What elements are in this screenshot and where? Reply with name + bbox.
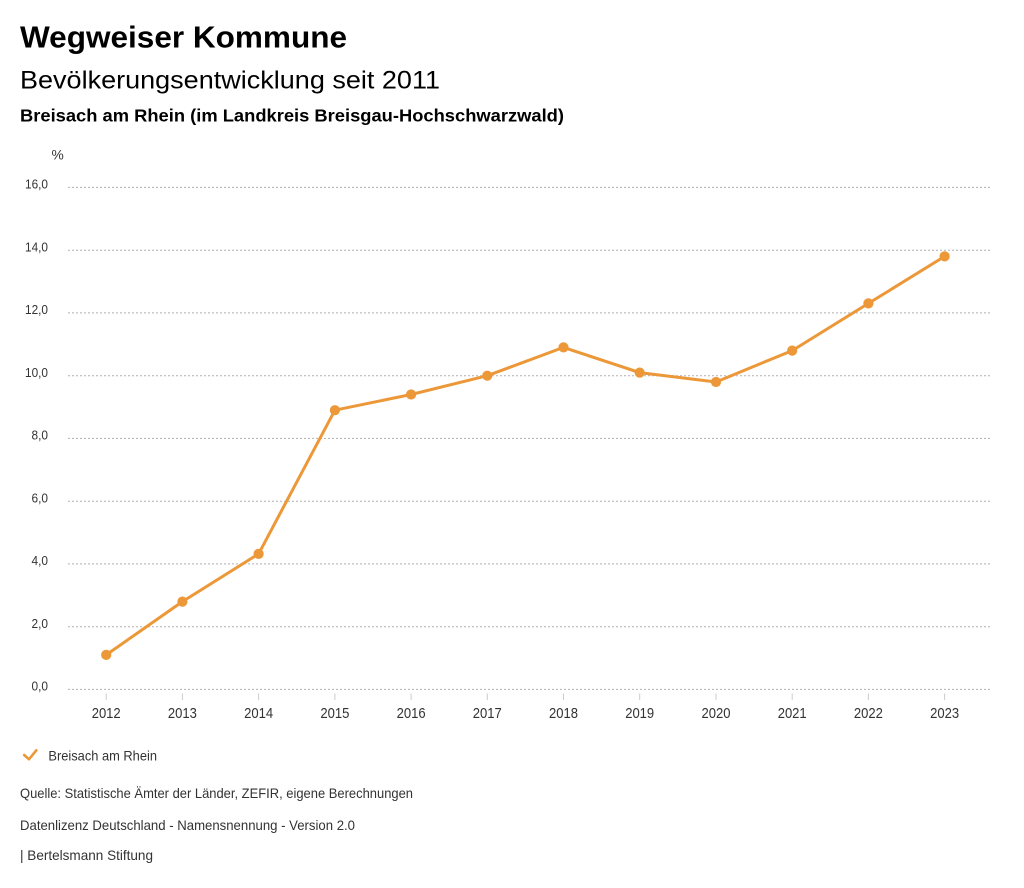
svg-text:16,0: 16,0 <box>25 177 48 192</box>
svg-text:12,0: 12,0 <box>25 302 48 317</box>
svg-text:14,0: 14,0 <box>25 239 48 254</box>
svg-text:Wegweiser Kommune: Wegweiser Kommune <box>20 21 347 55</box>
svg-text:2015: 2015 <box>320 705 349 722</box>
svg-text:10,0: 10,0 <box>25 365 48 380</box>
svg-text:2022: 2022 <box>854 705 883 722</box>
svg-text:Datenlizenz Deutschland - Name: Datenlizenz Deutschland - Namensnennung … <box>20 817 355 833</box>
svg-text:2021: 2021 <box>778 705 807 722</box>
svg-text:8,0: 8,0 <box>32 428 49 443</box>
svg-text:%: % <box>52 147 64 162</box>
svg-text:2019: 2019 <box>625 705 654 722</box>
svg-text:2018: 2018 <box>549 705 578 722</box>
svg-text:2,0: 2,0 <box>32 616 49 631</box>
svg-text:2023: 2023 <box>930 705 959 722</box>
svg-text:Bevölkerungsentwicklung seit 2: Bevölkerungsentwicklung seit 2011 <box>20 67 440 95</box>
svg-text:2014: 2014 <box>244 705 273 722</box>
svg-text:Breisach am Rhein: Breisach am Rhein <box>48 747 157 763</box>
svg-text:2020: 2020 <box>702 705 731 722</box>
svg-text:0,0: 0,0 <box>32 679 49 694</box>
svg-text:2017: 2017 <box>473 705 502 722</box>
svg-text:6,0: 6,0 <box>32 490 49 505</box>
svg-text:Breisach am Rhein (im Landkrei: Breisach am Rhein (im Landkreis Breisgau… <box>20 105 564 125</box>
svg-text:Quelle: Statistische Ämter der: Quelle: Statistische Ämter der Länder, Z… <box>20 785 413 801</box>
svg-text:4,0: 4,0 <box>32 553 49 568</box>
svg-text:2012: 2012 <box>92 705 121 722</box>
svg-text:| Bertelsmann Stiftung: | Bertelsmann Stiftung <box>20 847 153 863</box>
svg-text:2016: 2016 <box>397 705 426 722</box>
svg-text:2013: 2013 <box>168 705 197 722</box>
